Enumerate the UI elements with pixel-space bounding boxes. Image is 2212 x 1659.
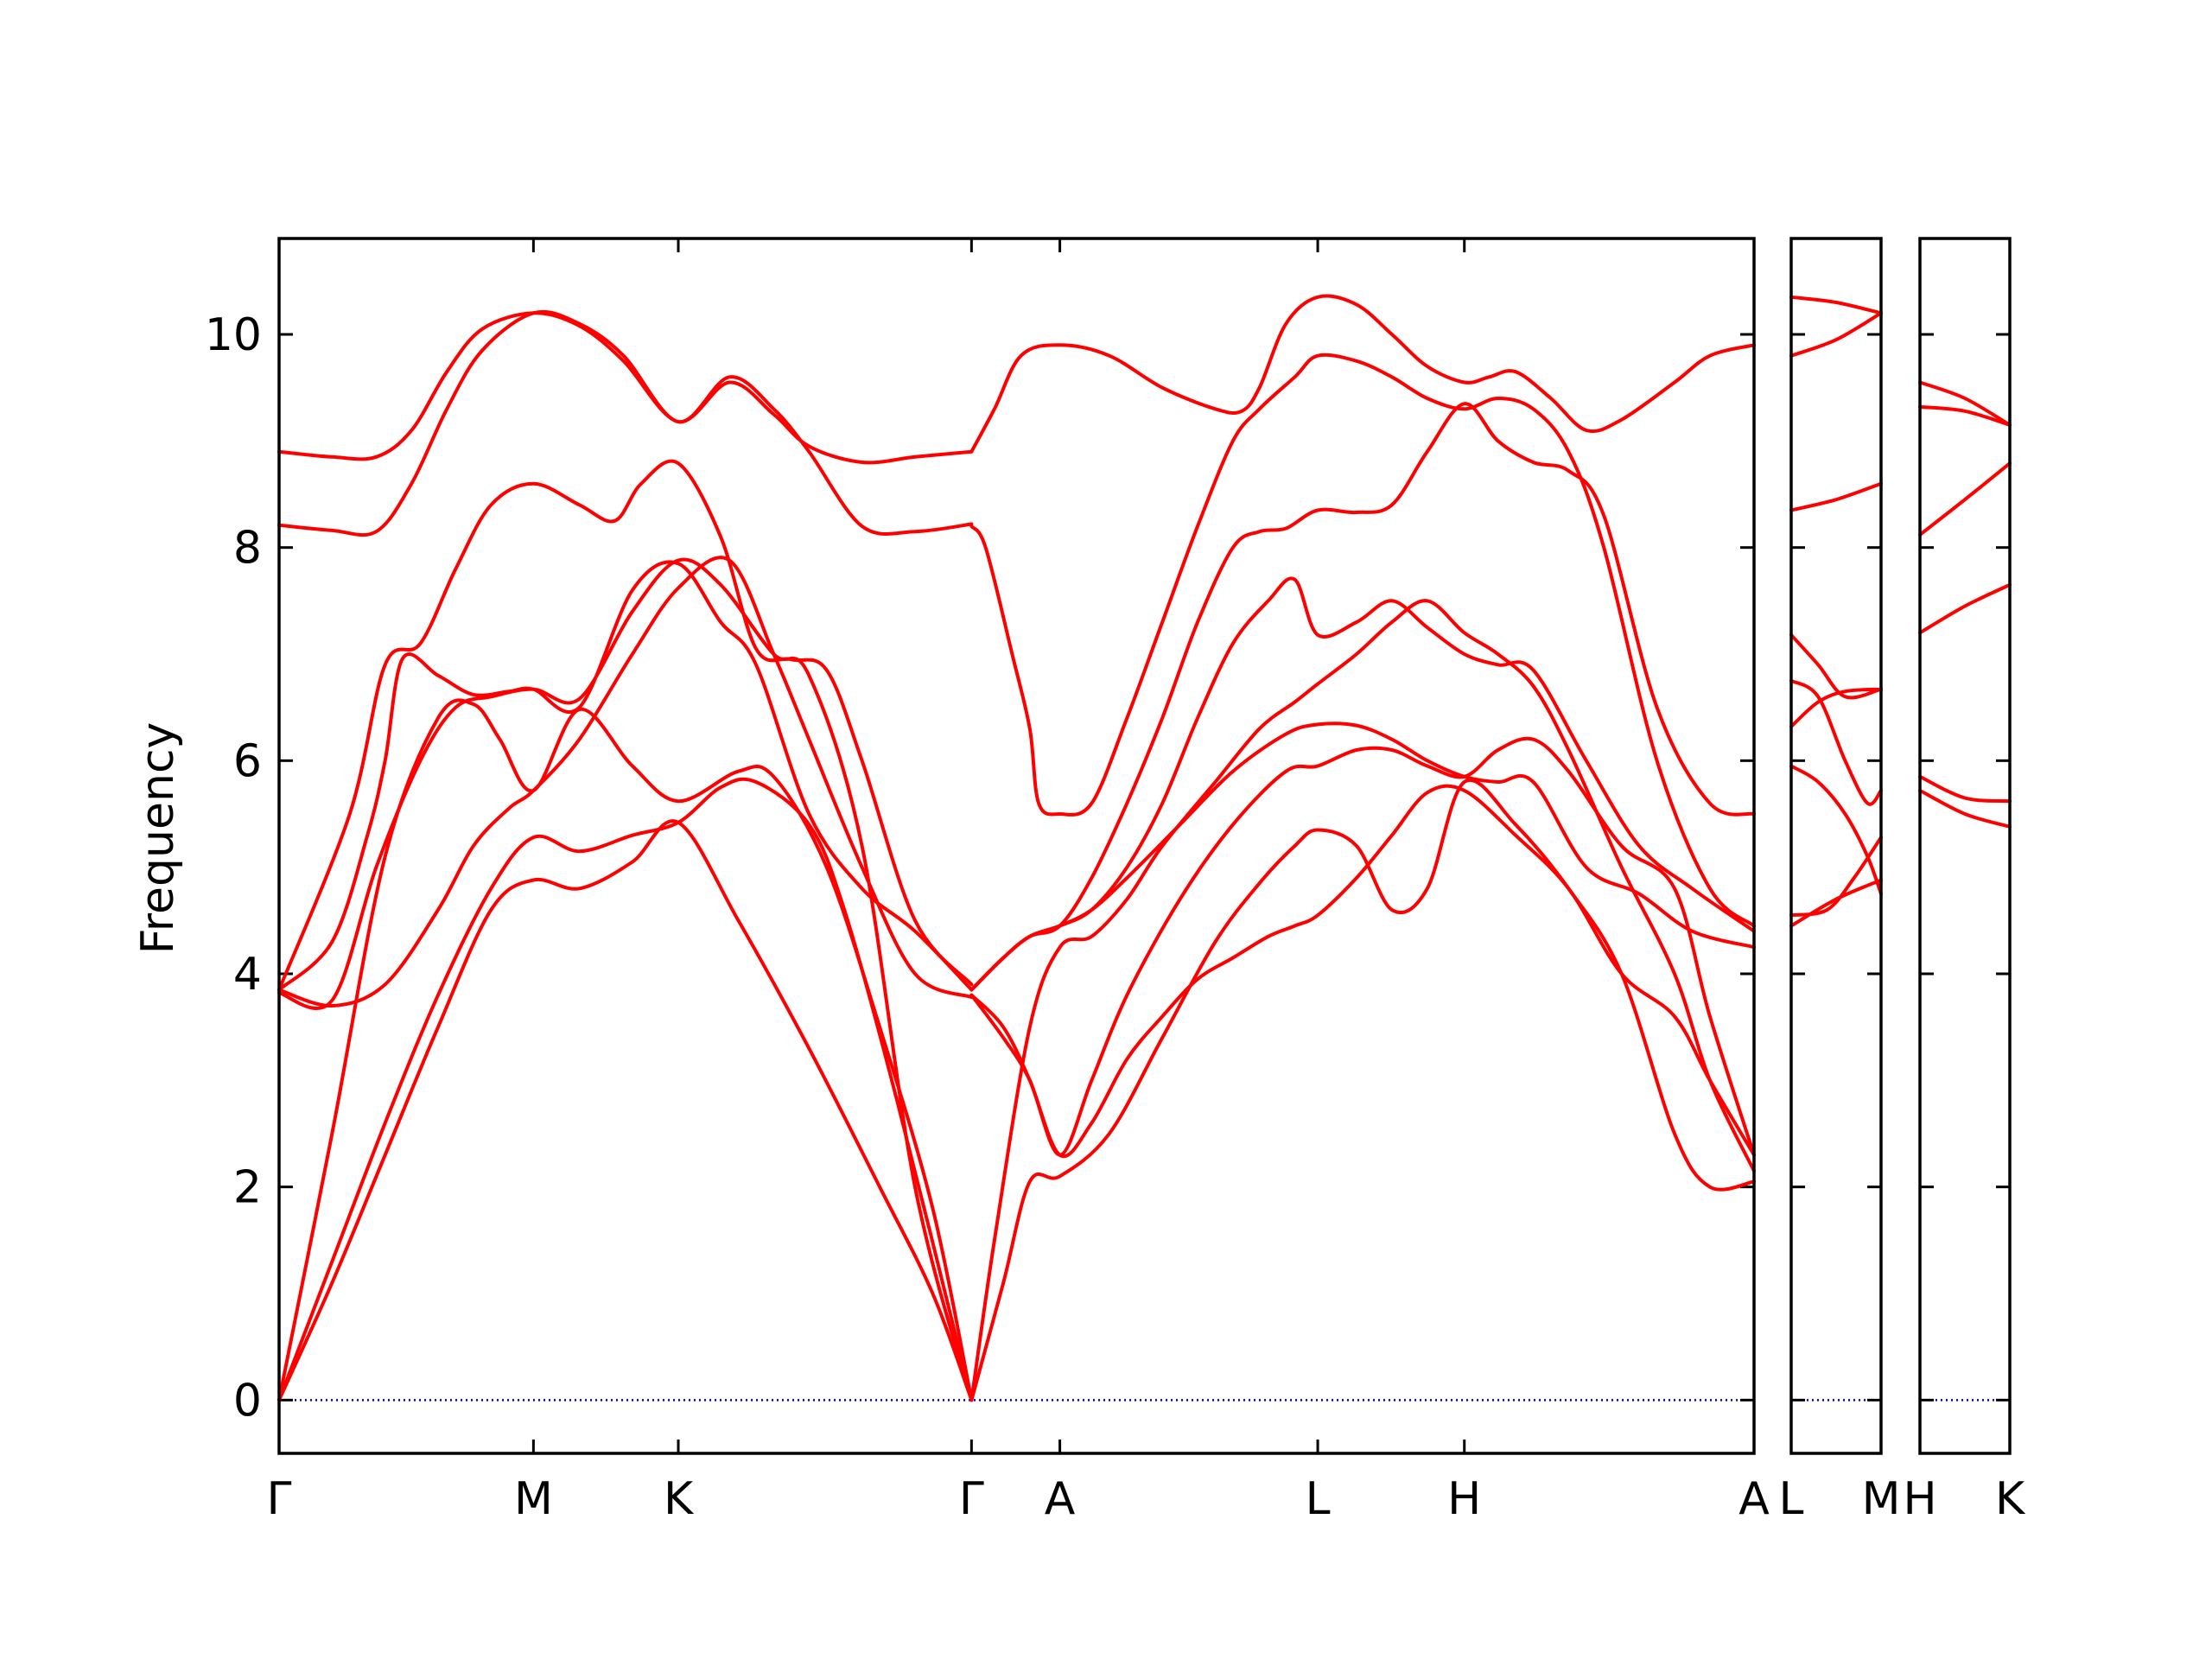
y-tick-label: 2 bbox=[233, 1162, 262, 1214]
x-tick-label: Γ bbox=[959, 1473, 984, 1525]
band-line-1 bbox=[277, 819, 974, 1402]
x-tick-label: A bbox=[1738, 1473, 1770, 1525]
x-tick-label: A bbox=[1045, 1473, 1076, 1525]
y-axis-label: Frequency bbox=[132, 722, 184, 955]
band-line-6 bbox=[1789, 632, 1883, 700]
band-line-4 bbox=[277, 557, 974, 1402]
x-tick-label: H bbox=[1447, 1473, 1481, 1525]
band-line-1 bbox=[1918, 788, 2012, 829]
band-line-8 bbox=[277, 309, 974, 537]
band-line-18 bbox=[969, 294, 1756, 454]
band-line-15 bbox=[969, 576, 1756, 992]
band-line-7 bbox=[1789, 481, 1883, 512]
band-line-6 bbox=[277, 560, 974, 992]
band-line-11 bbox=[969, 599, 1756, 1402]
x-tick-label: L bbox=[1779, 1473, 1804, 1525]
x-tick-label: M bbox=[514, 1473, 553, 1525]
band-line-8 bbox=[1789, 311, 1883, 358]
band-line-6 bbox=[1918, 380, 2012, 427]
band-line-5 bbox=[277, 556, 974, 1008]
band-line-9 bbox=[277, 311, 974, 465]
band-line-3 bbox=[1918, 582, 2012, 635]
band-line-5 bbox=[1789, 678, 1883, 806]
y-tick-label: 4 bbox=[233, 949, 262, 1001]
x-tick-label: H bbox=[1903, 1473, 1936, 1525]
y-tick-label: 6 bbox=[233, 735, 262, 787]
band-line-4 bbox=[1918, 461, 2012, 537]
panel-frame bbox=[1789, 237, 1883, 1455]
band-line-5 bbox=[1918, 404, 2012, 427]
band-line-3 bbox=[1789, 764, 1883, 896]
panel-frame bbox=[1918, 237, 2012, 1455]
band-line-16 bbox=[969, 402, 1756, 992]
y-tick-label: 8 bbox=[233, 523, 262, 575]
x-tick-label: L bbox=[1306, 1473, 1331, 1525]
band-line-12 bbox=[969, 784, 1756, 1159]
panel-frame bbox=[277, 237, 1756, 1455]
x-tick-label: K bbox=[664, 1473, 695, 1525]
x-tick-label: M bbox=[1862, 1473, 1901, 1525]
band-line-7 bbox=[277, 459, 974, 992]
band-line-17 bbox=[969, 353, 1756, 928]
band-line-3 bbox=[277, 698, 974, 1402]
x-tick-label: Γ bbox=[267, 1473, 292, 1525]
panel-1: Γ M K Γ A L H A 0 2 4 6 8 10 bbox=[205, 237, 1770, 1525]
band-line-4 bbox=[1789, 687, 1883, 728]
y-tick-label: 10 bbox=[205, 309, 262, 361]
band-line-2 bbox=[1918, 774, 2012, 804]
x-tick-label: K bbox=[1995, 1473, 2026, 1525]
band-line-1 bbox=[1789, 878, 1883, 928]
band-line-2 bbox=[1789, 836, 1883, 918]
band-line-13 bbox=[969, 736, 1756, 1157]
band-line-9 bbox=[1789, 295, 1883, 315]
y-tick-label: 0 bbox=[233, 1375, 262, 1427]
